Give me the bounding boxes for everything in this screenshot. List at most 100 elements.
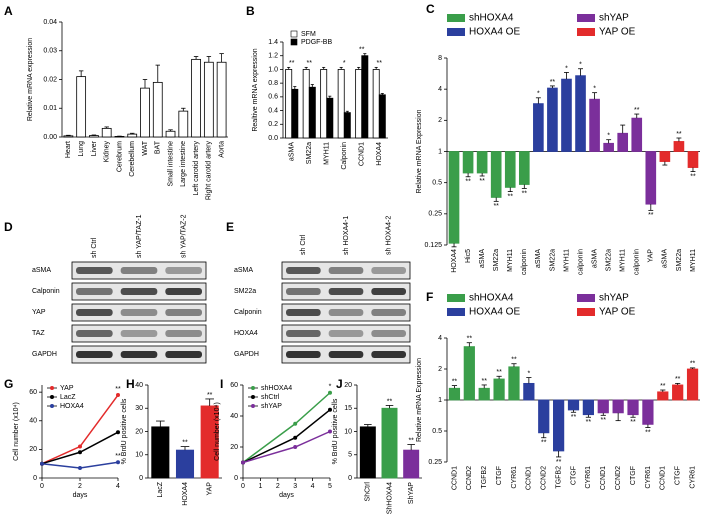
x-tick-label: 0 bbox=[241, 483, 245, 490]
panel-label: E bbox=[226, 220, 234, 234]
x-tick-label: SM22a bbox=[306, 142, 313, 164]
bar bbox=[361, 55, 369, 139]
x-tick-label: 4 bbox=[116, 483, 120, 490]
x-tick-label: Aorta bbox=[218, 141, 225, 158]
legend-label: shYAP bbox=[599, 13, 629, 24]
significance: ** bbox=[508, 193, 514, 200]
bar bbox=[657, 391, 669, 401]
panel-label: A bbox=[4, 4, 13, 18]
point bbox=[328, 390, 332, 395]
bar bbox=[553, 399, 565, 452]
x-tick-label: TGFB2 bbox=[481, 466, 488, 489]
y-axis-label: Relative mRNA Expression bbox=[416, 109, 423, 193]
bar bbox=[627, 399, 639, 416]
bar bbox=[381, 407, 398, 479]
y-tick-label: 0 bbox=[234, 475, 238, 482]
x-tick-label: calponin bbox=[521, 249, 528, 275]
bar bbox=[127, 133, 138, 138]
x-tick-label: Lung bbox=[78, 141, 85, 157]
legend-marker bbox=[251, 395, 255, 399]
row-label: HOXA4 bbox=[234, 330, 258, 337]
x-tick-label: CTGF bbox=[630, 466, 637, 485]
significance: ** bbox=[493, 203, 499, 210]
row-label: Calponin bbox=[32, 288, 60, 295]
x-tick-label: ShHOXA4 bbox=[386, 482, 393, 514]
y-tick-label: 8 bbox=[438, 55, 442, 62]
y-tick-label: 0.6 bbox=[268, 94, 278, 101]
legend-label: SFM bbox=[301, 31, 316, 38]
significance: ** bbox=[571, 414, 577, 421]
x-tick-label: HOXA4 bbox=[451, 249, 458, 273]
x-tick-label: CCND1 bbox=[451, 466, 458, 490]
significance: ** bbox=[630, 419, 636, 426]
blot-band bbox=[371, 267, 406, 274]
blot-band bbox=[165, 309, 202, 316]
bar bbox=[476, 151, 488, 174]
panel-label: D bbox=[4, 220, 13, 234]
x-tick-label: LacZ bbox=[157, 481, 164, 497]
y-tick-label: 2 bbox=[438, 366, 442, 373]
x-axis-label: days bbox=[279, 492, 294, 499]
legend-marker bbox=[251, 386, 255, 390]
blot-band bbox=[328, 351, 364, 358]
blot-band bbox=[76, 309, 113, 316]
x-tick-label: SM22a bbox=[549, 249, 556, 271]
x-tick-label: Hic5 bbox=[465, 249, 472, 263]
y-tick-label: 1 bbox=[438, 148, 442, 155]
bar bbox=[490, 151, 502, 198]
legend-label: PDGF-BB bbox=[301, 39, 332, 46]
significance: ** bbox=[481, 378, 487, 385]
panel-label: I bbox=[220, 377, 223, 391]
significance: ** bbox=[465, 179, 471, 186]
y-tick-label: 10 bbox=[344, 428, 352, 435]
blot-band bbox=[328, 288, 364, 295]
blot-band bbox=[76, 288, 113, 295]
x-tick-label: 4 bbox=[311, 483, 315, 490]
point bbox=[40, 461, 44, 466]
significance: ** bbox=[387, 398, 393, 405]
panel-label: G bbox=[4, 377, 13, 391]
bar bbox=[178, 110, 189, 138]
x-tick-label: CTGF bbox=[675, 466, 682, 485]
point bbox=[116, 460, 120, 465]
y-tick-label: 0.01 bbox=[43, 105, 57, 112]
legend-label: shHOXA4 bbox=[261, 385, 292, 392]
significance: ** bbox=[675, 376, 681, 383]
x-tick-label: calponin bbox=[577, 249, 584, 275]
bar bbox=[575, 75, 586, 152]
x-tick-label: CCND1 bbox=[359, 142, 366, 166]
y-tick-label: 40 bbox=[230, 413, 238, 420]
x-tick-label: 2 bbox=[276, 483, 280, 490]
x-tick-label: CCND1 bbox=[526, 466, 533, 490]
bar bbox=[216, 61, 227, 138]
y-tick-label: 0 bbox=[348, 475, 352, 482]
x-tick-label: CCND2 bbox=[466, 466, 473, 490]
significance: ** bbox=[690, 173, 696, 180]
row-label: YAP bbox=[32, 309, 46, 316]
y-tick-label: 5 bbox=[348, 452, 352, 459]
bar bbox=[589, 98, 600, 152]
x-tick-label: MYH11 bbox=[620, 249, 627, 272]
point bbox=[293, 445, 298, 449]
legend-label: shYAP bbox=[599, 293, 629, 304]
legend-swatch bbox=[447, 28, 465, 36]
x-tick-label: CCND2 bbox=[615, 466, 622, 490]
x-tick-label: CTGF bbox=[570, 466, 577, 485]
bar bbox=[448, 151, 460, 244]
y-tick-label: 0.5 bbox=[432, 428, 442, 435]
blot-band bbox=[76, 267, 113, 274]
significance: ** bbox=[207, 392, 213, 399]
bar bbox=[523, 382, 535, 401]
x-tick-label: Heart bbox=[65, 141, 72, 158]
bar bbox=[302, 69, 310, 139]
y-axis-label: % BrdU positive cells bbox=[332, 398, 339, 464]
point bbox=[328, 429, 332, 434]
y-tick-label: 0.25 bbox=[428, 211, 442, 218]
significance: ** bbox=[541, 440, 547, 447]
bar bbox=[547, 87, 558, 152]
y-axis-label: % BrdU positive cells bbox=[121, 398, 128, 464]
bar bbox=[567, 399, 580, 411]
y-tick-label: 4 bbox=[438, 86, 442, 93]
significance: ** bbox=[115, 386, 121, 393]
